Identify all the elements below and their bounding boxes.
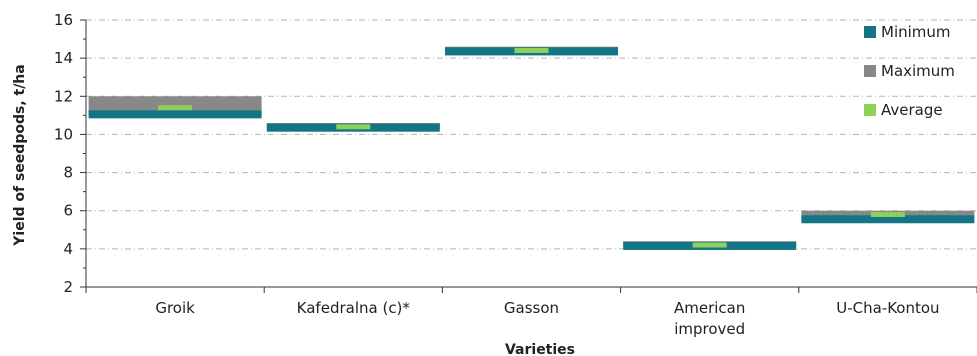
x-tick-label: Gasson: [504, 299, 559, 317]
x-tick-label: Groik: [155, 299, 195, 317]
x-tick-label: improved: [674, 320, 745, 338]
y-tick-label: 16: [54, 11, 73, 29]
axes: 2 4 6 8 10 12 14 16 Groik Kafedralna (c)* Gasson Am…: [54, 11, 977, 338]
average-marker: [336, 124, 371, 130]
y-tick-label: 2: [63, 278, 73, 296]
y-tick-label: 14: [54, 49, 73, 67]
minimum-bar: [801, 215, 975, 224]
legend-label: Maximum: [881, 62, 955, 80]
legend-swatch: [864, 26, 876, 38]
legend-label: Minimum: [881, 23, 951, 41]
y-tick-label: 4: [63, 240, 73, 258]
x-axis-title: Varieties: [505, 342, 575, 356]
legend: Minimum Maximum Average: [864, 23, 955, 119]
x-tick-label: U-Cha-Kontou: [836, 299, 939, 317]
average-marker: [514, 48, 549, 54]
legend-swatch: [864, 104, 876, 116]
y-tick-label: 10: [54, 125, 73, 143]
average-marker: [692, 242, 727, 248]
y-tick-label: 6: [63, 202, 73, 220]
average-marker: [870, 212, 905, 218]
y-tick-label: 8: [63, 164, 73, 182]
minimum-bar: [88, 110, 262, 119]
legend-swatch: [864, 65, 876, 77]
y-axis-title: Yield of seedpods, t/ha: [12, 64, 28, 246]
x-tick-label: American: [674, 299, 745, 317]
plot-area: [88, 46, 975, 250]
y-tick-label: 12: [54, 87, 73, 105]
legend-label: Average: [881, 101, 943, 119]
average-marker: [158, 105, 193, 111]
x-tick-label: Kafedralna (c)*: [297, 299, 411, 317]
